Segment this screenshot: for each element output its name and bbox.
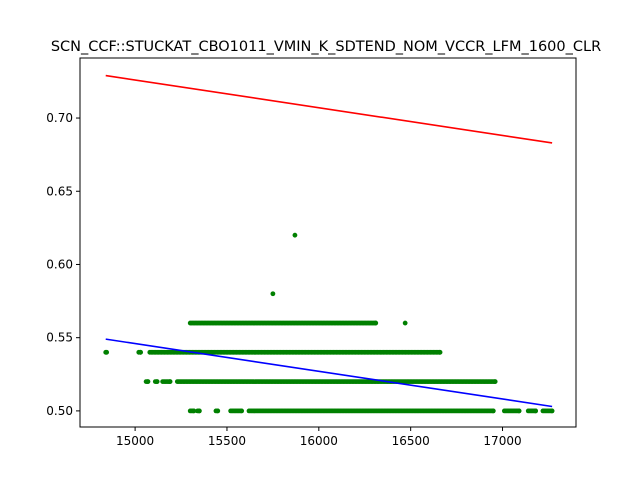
y-tick-label: 0.70 bbox=[46, 111, 73, 125]
data-point bbox=[402, 320, 408, 326]
y-tick-label: 0.65 bbox=[46, 184, 73, 198]
data-point bbox=[191, 408, 197, 414]
x-tick-label: 15500 bbox=[208, 434, 246, 448]
data-point bbox=[437, 349, 443, 355]
x-tick-label: 16000 bbox=[300, 434, 338, 448]
axes-layer: 15000 15500 16000 16500 17000 0.50 0.55 0.60 0.6… bbox=[46, 111, 521, 448]
data-point bbox=[549, 408, 555, 414]
x-tick-label: 17000 bbox=[483, 434, 521, 448]
data-point bbox=[492, 379, 498, 385]
data-point bbox=[197, 408, 202, 414]
data-point bbox=[516, 408, 522, 414]
data-point bbox=[154, 379, 160, 385]
data-point bbox=[145, 379, 151, 385]
data-point bbox=[167, 379, 173, 385]
data-point bbox=[104, 349, 110, 355]
plot-frame bbox=[79, 57, 577, 428]
upper-line bbox=[105, 74, 553, 144]
chart-title: SCN_CCF::STUCKAT_CBO1011_VMIN_K_SDTEND_N… bbox=[51, 39, 601, 55]
data-point bbox=[373, 320, 379, 326]
data-point bbox=[292, 232, 298, 238]
y-tick-label: 0.60 bbox=[46, 257, 73, 271]
x-tick-label: 16500 bbox=[392, 434, 430, 448]
data-point bbox=[490, 408, 496, 414]
y-tick-label: 0.50 bbox=[46, 404, 73, 418]
data-point bbox=[239, 408, 245, 414]
y-tick-label: 0.55 bbox=[46, 331, 73, 345]
lines-layer bbox=[105, 74, 553, 408]
points-layer bbox=[103, 232, 555, 414]
fit-line bbox=[105, 338, 553, 408]
data-point bbox=[215, 408, 221, 414]
x-tick-label: 15000 bbox=[116, 434, 154, 448]
data-point bbox=[533, 408, 538, 414]
data-point bbox=[270, 291, 276, 297]
data-point bbox=[138, 349, 144, 355]
